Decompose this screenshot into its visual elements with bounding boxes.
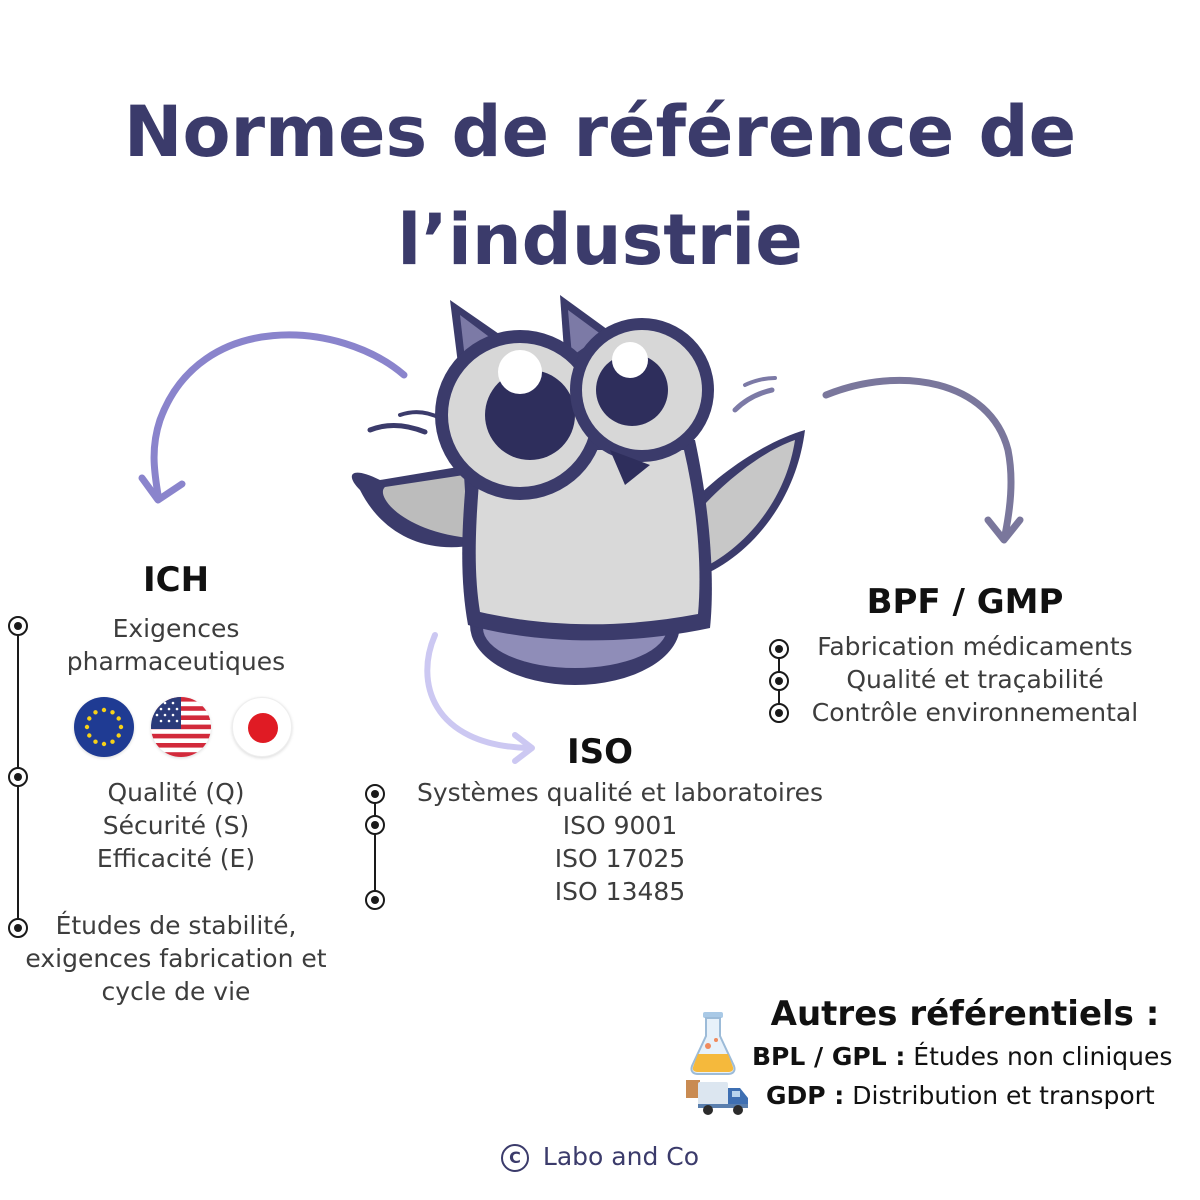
ich-stability-line: cycle de vie xyxy=(101,977,251,1006)
ich-qse-list: Qualité (Q) Sécurité (S) Efficacité (E) xyxy=(0,776,352,875)
iso-timeline-line xyxy=(374,794,376,900)
title-line-1: Normes de référence de xyxy=(123,91,1077,173)
bpf-list: Fabrication médicaments Qualité et traça… xyxy=(790,630,1160,729)
bpf-item: Qualité et traçabilité xyxy=(846,665,1104,694)
ich-stability-line: Études de stabilité, xyxy=(55,911,297,940)
bpf-heading: BPF / GMP xyxy=(866,582,1064,622)
autres-item-gdp: GDP : Distribution et transport xyxy=(766,1081,1155,1110)
autres-item-label: BPL / GPL : xyxy=(752,1042,906,1071)
iso-item: Systèmes qualité et laboratoires xyxy=(417,778,823,807)
iso-bullet-2 xyxy=(365,815,385,835)
page-title: Normes de référence de l’industrie xyxy=(0,78,1200,294)
ich-requirements-line: pharmaceutiques xyxy=(66,647,286,676)
ich-qse-item: Sécurité (S) xyxy=(102,811,250,840)
arrow-to-iso xyxy=(424,632,535,764)
ich-heading: ICH xyxy=(142,560,210,600)
autres-item-text: Études non cliniques xyxy=(913,1042,1173,1071)
autres-item-bpl: BPL / GPL : Études non cliniques xyxy=(752,1042,1172,1071)
ich-stability: Études de stabilité, exigences fabricati… xyxy=(0,909,352,1008)
eu-flag-icon xyxy=(74,697,134,757)
bpf-bullet-1 xyxy=(769,639,789,659)
bpf-bullet-3 xyxy=(769,703,789,723)
ich-bullet-3 xyxy=(8,918,28,938)
flask-icon xyxy=(690,1012,736,1075)
footer-credit: C Labo and Co xyxy=(0,1142,1200,1172)
ich-bullet-1 xyxy=(8,616,28,636)
autres-item-text: Distribution et transport xyxy=(852,1081,1155,1110)
usa-flag-icon xyxy=(151,697,211,757)
ich-bullet-2 xyxy=(8,767,28,787)
arrow-to-bpf xyxy=(822,376,1024,544)
bpf-item: Fabrication médicaments xyxy=(817,632,1133,661)
iso-bullet-1 xyxy=(365,784,385,804)
bpf-bullet-2 xyxy=(769,671,789,691)
bpf-item: Contrôle environnemental xyxy=(811,698,1139,727)
ich-stability-line: exigences fabrication et xyxy=(25,944,327,973)
title-line-2: l’industrie xyxy=(397,199,803,281)
iso-bullet-3 xyxy=(365,890,385,910)
iso-item: ISO 9001 xyxy=(562,811,678,840)
truck-icon xyxy=(686,1080,748,1115)
arrow-to-ich xyxy=(138,331,408,504)
ich-requirements-line: Exigences xyxy=(112,614,240,643)
ich-requirements: Exigences pharmaceutiques xyxy=(0,612,352,678)
iso-heading: ISO xyxy=(566,732,634,772)
japan-flag-icon xyxy=(232,697,292,757)
iso-list: Systèmes qualité et laboratoires ISO 900… xyxy=(380,776,860,908)
iso-item: ISO 17025 xyxy=(554,844,686,873)
ich-qse-item: Qualité (Q) xyxy=(107,778,245,807)
copyright-icon: C xyxy=(500,1144,529,1172)
ich-qse-item: Efficacité (E) xyxy=(96,844,256,873)
owl-mascot-icon xyxy=(351,295,805,685)
footer-text: Labo and Co xyxy=(542,1142,700,1171)
iso-item: ISO 13485 xyxy=(554,877,686,906)
autres-item-label: GDP : xyxy=(766,1081,845,1110)
autres-heading: Autres référentiels : xyxy=(770,994,1160,1034)
